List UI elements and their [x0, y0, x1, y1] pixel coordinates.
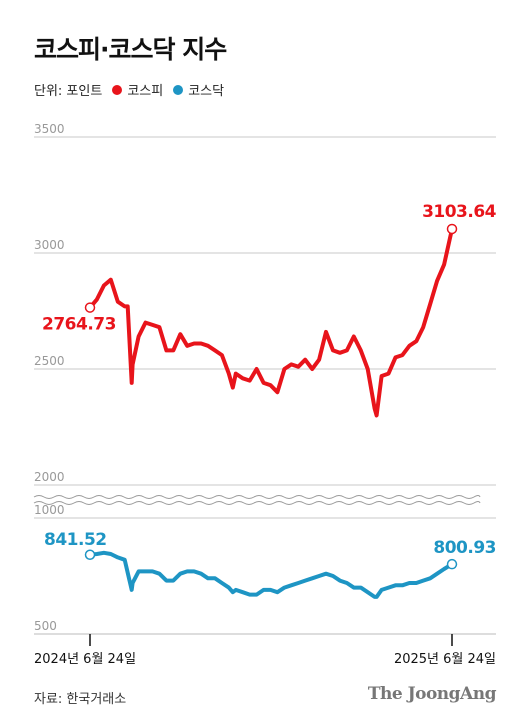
legend-label-kosdaq: 코스닥 [188, 84, 225, 99]
x-tick-label-end: 2025년 6월 24일 [394, 652, 496, 667]
data-label: 800.93 [433, 538, 496, 558]
endpoint-marker [84, 549, 96, 561]
endpoint-marker [446, 558, 458, 570]
brand-logo: The JoongAng [367, 684, 497, 704]
data-label: 841.52 [44, 530, 107, 550]
legend-swatch-kospi [112, 84, 123, 95]
source-note: 자료: 한국거래소 [34, 692, 127, 707]
chart-title: 코스피·코스닥 지수 [34, 35, 227, 64]
kospi-line [88, 227, 454, 418]
kosdaq-line [88, 550, 454, 599]
data-label: 2764.73 [42, 315, 116, 335]
y-tick-label: 1000 [34, 503, 65, 517]
axis-break [33, 495, 481, 505]
y-tick-label: 500 [34, 619, 57, 633]
y-tick-label: 3500 [34, 122, 65, 136]
y-tick-label: 2500 [34, 354, 65, 368]
endpoint-marker [84, 302, 96, 313]
legend-unit: 단위: 포인트 [34, 84, 103, 99]
legend-swatch-kosdaq [173, 84, 184, 95]
legend-label-kospi: 코스피 [127, 84, 164, 99]
data-label: 3103.64 [422, 202, 497, 222]
x-tick-label-start: 2024년 6월 24일 [34, 652, 136, 667]
y-tick-label: 2000 [34, 470, 65, 484]
y-tick-label: 3000 [34, 238, 65, 252]
endpoint-marker [446, 223, 458, 235]
legend: 단위: 포인트 코스피 코스닥 [34, 80, 224, 99]
